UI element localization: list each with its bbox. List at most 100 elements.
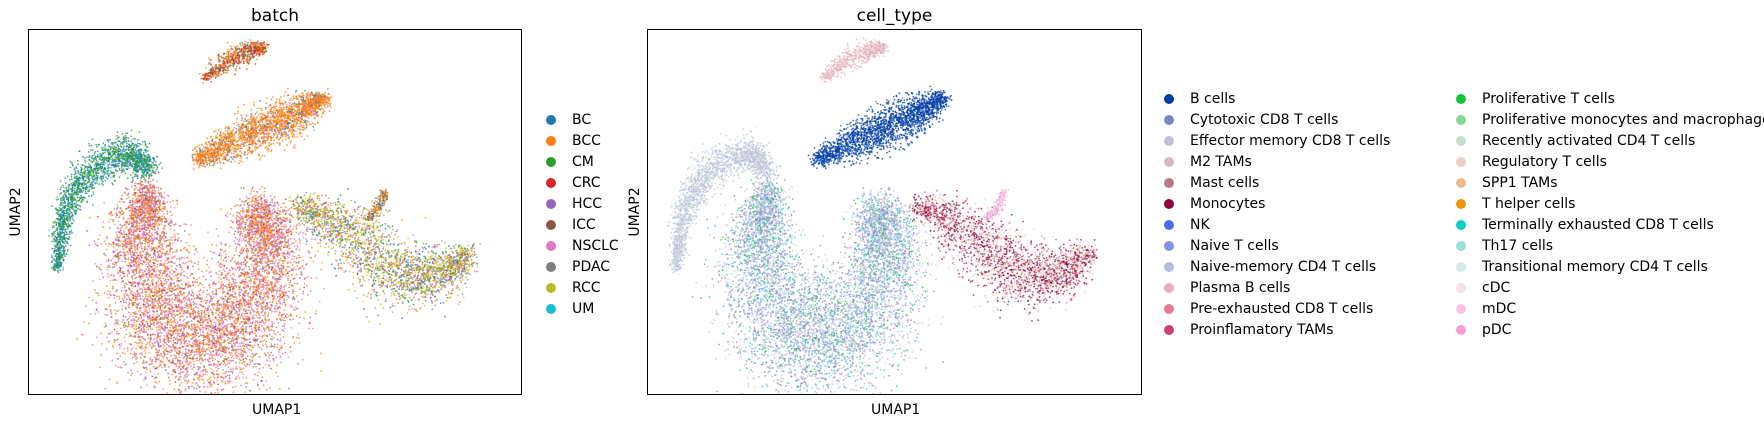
cell-point [136, 159, 139, 162]
cell-point [141, 158, 144, 161]
cell-point [118, 297, 121, 300]
cell-point [71, 164, 74, 167]
cell-point [115, 170, 117, 172]
cell-point [54, 240, 57, 243]
cell-point [135, 146, 138, 148]
cell-point [213, 130, 216, 133]
cell-point [259, 100, 262, 102]
cell-point [198, 166, 200, 169]
cell-point [236, 143, 239, 146]
cell-point [311, 122, 314, 124]
cell-point [308, 113, 310, 116]
cell-point [285, 135, 287, 138]
cell-point [274, 103, 277, 105]
cell-point [94, 171, 97, 174]
cell-point [256, 127, 258, 129]
cell-point [63, 225, 66, 228]
cell-point [78, 204, 81, 207]
cell-point [223, 157, 226, 159]
cell-point [300, 120, 302, 123]
cell-point [67, 205, 69, 208]
cell-point [266, 97, 268, 99]
cell-point [153, 166, 155, 169]
cell-point [90, 144, 93, 147]
cell-point [109, 149, 112, 151]
cell-point [279, 142, 281, 145]
cell-point [313, 94, 316, 97]
cell-point [76, 178, 78, 180]
cell-point [246, 156, 249, 159]
cell-point [265, 108, 267, 110]
cell-point [225, 138, 228, 141]
cell-point [266, 135, 269, 137]
cell-point [112, 174, 115, 177]
cell-point [260, 107, 263, 110]
cell-point [215, 156, 218, 159]
cell-point [100, 159, 103, 162]
cell-point [123, 150, 126, 153]
cell-point [135, 173, 137, 176]
cell-point [152, 171, 154, 174]
cell-point [75, 201, 78, 204]
cell-point [286, 104, 288, 106]
cell-point [113, 179, 116, 182]
cell-point [80, 177, 82, 180]
cell-point [241, 128, 244, 130]
cell-point [58, 257, 60, 260]
cell-point [254, 129, 257, 132]
cell-point [143, 153, 145, 156]
cell-point [274, 112, 276, 115]
cell-point [329, 102, 332, 105]
cell-point [268, 123, 271, 125]
cell-point [246, 51, 249, 53]
cell-point [110, 142, 113, 145]
cell-point [58, 249, 61, 252]
cell-point [304, 109, 306, 112]
cell-point [94, 181, 97, 184]
cell-point [229, 142, 232, 145]
cell-point [261, 112, 263, 115]
cell-point [242, 58, 245, 61]
cell-point [130, 135, 132, 138]
cell-point [78, 173, 81, 176]
cell-point [276, 98, 278, 101]
cell-point [152, 169, 154, 172]
cell-point [70, 195, 72, 198]
cell-point [100, 170, 103, 172]
cell-point [196, 163, 198, 165]
cell-point [292, 105, 294, 108]
cell-point [276, 126, 279, 129]
cell-point [226, 72, 228, 74]
cell-point [248, 123, 251, 126]
cell-point [288, 104, 291, 107]
cell-point [260, 51, 263, 54]
cell-point [306, 92, 308, 95]
cell-point [241, 131, 244, 134]
cell-point [276, 142, 278, 144]
cell-point [230, 47, 233, 50]
cell-point [210, 69, 213, 72]
cell-point [70, 200, 73, 203]
cell-point [270, 136, 272, 139]
cell-point [131, 152, 134, 155]
cell-point [207, 152, 209, 154]
cell-point [233, 57, 236, 60]
scatter-plot-batch [28, 29, 522, 395]
cell-point [226, 41, 229, 44]
cell-point [207, 147, 210, 149]
cell-point [217, 72, 220, 75]
cell-point [140, 176, 143, 179]
cell-point [285, 110, 288, 113]
cell-point [256, 52, 259, 55]
cell-point [60, 261, 63, 264]
cell-point [312, 110, 314, 113]
cell-point [224, 127, 227, 130]
cell-point [203, 79, 206, 81]
cell-point [69, 193, 72, 196]
cell-point [218, 141, 221, 144]
cell-point [137, 142, 139, 145]
cell-point [155, 155, 158, 158]
cell-point [250, 125, 253, 128]
cell-point [254, 63, 257, 65]
cell-point [298, 106, 300, 109]
